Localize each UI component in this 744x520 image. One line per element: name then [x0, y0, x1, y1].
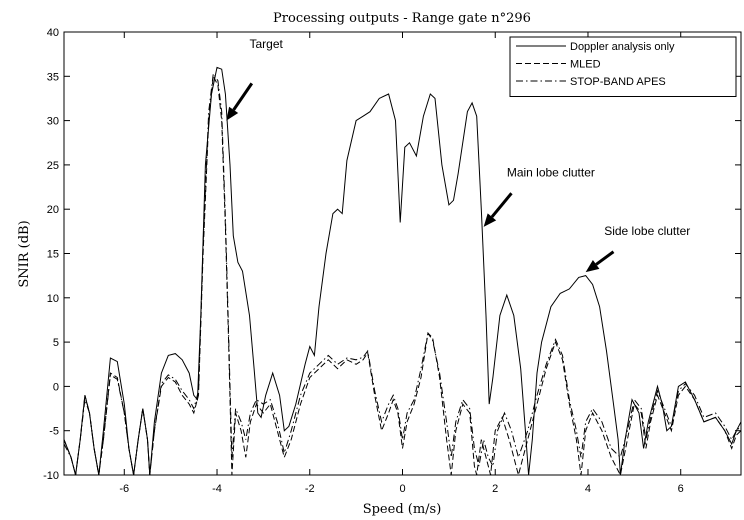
axes-layer: -6 -4 -2 0 2 4 6 -10 -5 0 5 10 15 20 25 30 35 40 — [43, 27, 742, 495]
y-tick-label: 35 — [47, 71, 59, 83]
y-tick-label: 5 — [53, 337, 59, 349]
legend-label-1: MLED — [570, 59, 601, 71]
x-tick-label: 6 — [678, 483, 684, 495]
y-tick-label: -5 — [49, 426, 59, 438]
annotation-side-lobe-label: Side lobe clutter — [604, 224, 690, 238]
x-tick-label: -6 — [119, 483, 129, 495]
y-tick-label: 15 — [47, 249, 59, 261]
y-tick-label: 25 — [47, 160, 59, 172]
annotation-side-lobe-arrow-shaft — [595, 250, 615, 266]
x-tick-label: 2 — [492, 483, 498, 495]
x-tick-label: -4 — [212, 483, 222, 495]
legend-box — [509, 36, 737, 97]
annotation-target-label: Target — [249, 37, 283, 51]
chart-title: Processing outputs - Range gate n°296 — [273, 11, 531, 26]
y-tick-label: 10 — [47, 293, 59, 305]
annotation-side-lobe-arrow-head — [585, 259, 600, 273]
y-tick-label: 0 — [53, 381, 59, 393]
annotation-target-arrow-head — [226, 106, 239, 121]
x-tick-label: 0 — [399, 483, 405, 495]
x-tick-label: 4 — [585, 483, 591, 495]
series-line-0 — [64, 66, 741, 475]
annotation-main-lobe-label: Main lobe clutter — [507, 165, 595, 179]
annotation-main-lobe-arrow-shaft — [490, 192, 513, 218]
x-tick-label: -2 — [305, 483, 315, 495]
y-tick-label: 30 — [47, 116, 59, 128]
annotation-main-lobe-arrow-head — [483, 213, 497, 227]
series-line-2 — [64, 72, 741, 475]
legend-label-0: Doppler analysis only — [570, 41, 675, 53]
annotations-layer: Target Main lobe clutter Side lobe clutter — [226, 37, 690, 273]
legend: Doppler analysis only MLED STOP-BAND APES — [509, 36, 737, 97]
x-axis-label: Speed (m/s) — [363, 502, 442, 517]
y-tick-label: -10 — [43, 470, 59, 482]
y-axis-label: SNIR (dB) — [17, 220, 32, 287]
y-tick-label: 40 — [47, 27, 59, 39]
series-layer — [64, 66, 741, 475]
annotation-target-arrow-shaft — [232, 82, 254, 111]
legend-label-2: STOP-BAND APES — [570, 76, 666, 88]
y-tick-label: 20 — [47, 204, 59, 216]
